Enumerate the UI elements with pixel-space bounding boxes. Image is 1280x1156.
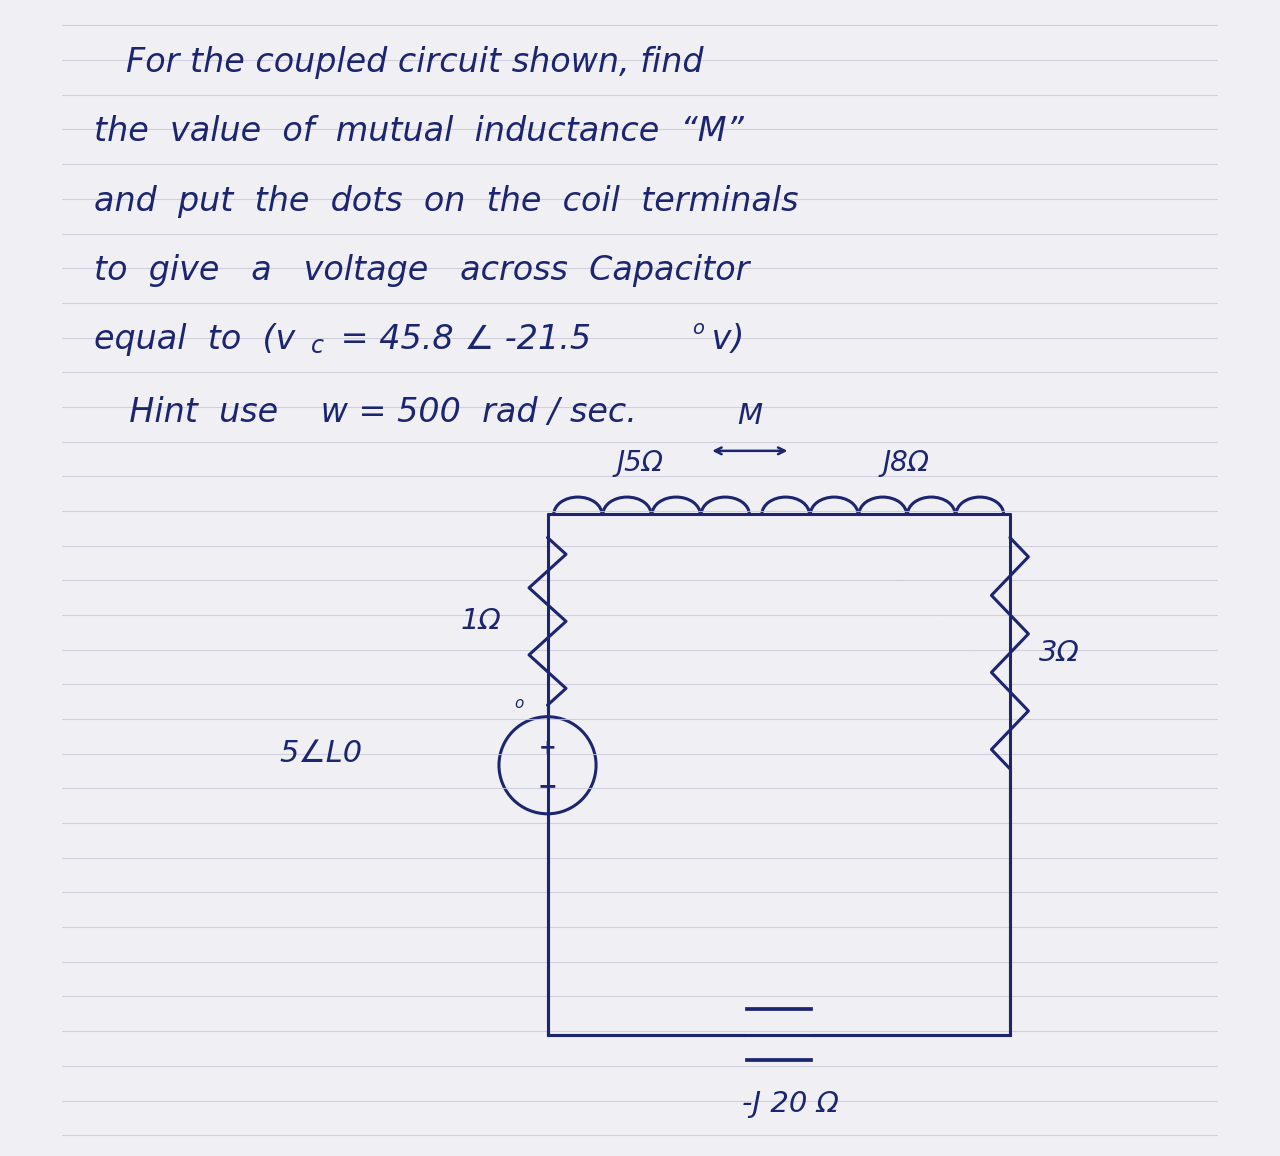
Text: v): v): [701, 324, 745, 356]
Text: and  put  the  dots  on  the  coil  terminals: and put the dots on the coil terminals: [95, 185, 799, 217]
Text: Hint  use    w = 500  rad / sec.: Hint use w = 500 rad / sec.: [109, 397, 637, 429]
Text: For the coupled circuit shown, find: For the coupled circuit shown, find: [125, 46, 703, 79]
Text: equal  to  (v: equal to (v: [95, 324, 296, 356]
Text: o: o: [692, 319, 704, 338]
Text: o: o: [515, 696, 524, 711]
Text: c: c: [311, 334, 324, 357]
Text: M: M: [737, 402, 763, 430]
Text: 1Ω: 1Ω: [461, 607, 502, 636]
Text: 5∠L0: 5∠L0: [279, 739, 362, 769]
Text: the  value  of  mutual  inductance  “M”: the value of mutual inductance “M”: [95, 116, 744, 148]
Text: -J 20 Ω: -J 20 Ω: [742, 1090, 838, 1118]
Text: J5Ω: J5Ω: [617, 450, 663, 477]
Text: J8Ω: J8Ω: [882, 450, 929, 477]
Text: = 45.8 ∠ -21.5: = 45.8 ∠ -21.5: [330, 324, 591, 356]
Text: +: +: [539, 738, 557, 758]
Text: 3Ω: 3Ω: [1039, 639, 1079, 667]
Text: −: −: [538, 775, 557, 798]
Text: to  give   a   voltage   across  Capacitor: to give a voltage across Capacitor: [95, 254, 750, 287]
